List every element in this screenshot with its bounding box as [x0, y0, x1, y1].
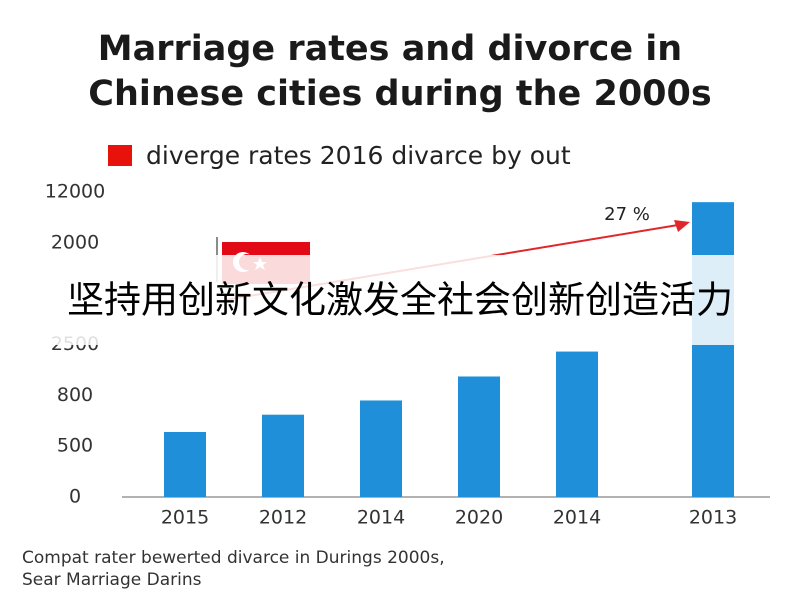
bar	[360, 400, 402, 497]
chart-title: Marriage rates and divorce in	[98, 29, 682, 69]
x-tick-label: 2020	[455, 507, 503, 529]
annotation: 27 %	[604, 204, 650, 225]
y-tick-label: 800	[57, 384, 93, 406]
plot: 0500800250020001200020152012201420202014…	[45, 181, 737, 529]
banner-bg	[0, 255, 800, 345]
bar	[164, 431, 206, 497]
bar	[458, 376, 500, 497]
y-tick-label: 0	[69, 486, 81, 508]
x-tick-label: 2013	[689, 507, 737, 529]
banner-text: 坚持用创新文化激发全社会创新创造活力	[67, 279, 733, 322]
x-tick-label: 2015	[161, 507, 209, 529]
footnote: Compat rater bewerted divarce in Durings…	[22, 548, 445, 568]
y-tick-label: 2000	[51, 232, 99, 254]
footnote: Sear Marriage Darins	[22, 570, 202, 590]
y-tick-label: 500	[57, 435, 93, 457]
x-tick-label: 2012	[259, 507, 307, 529]
bar	[262, 414, 304, 497]
bar	[692, 202, 734, 498]
arrow-head	[674, 220, 690, 232]
x-tick-label: 2014	[357, 507, 405, 529]
legend-label: diverge rates 2016 divarce by out	[146, 141, 571, 170]
x-tick-label: 2014	[553, 507, 601, 529]
bar	[556, 351, 598, 497]
legend-swatch	[108, 145, 132, 166]
y-tick-label: 12000	[45, 181, 105, 203]
chart-title: Chinese cities during the 2000s	[88, 74, 711, 114]
